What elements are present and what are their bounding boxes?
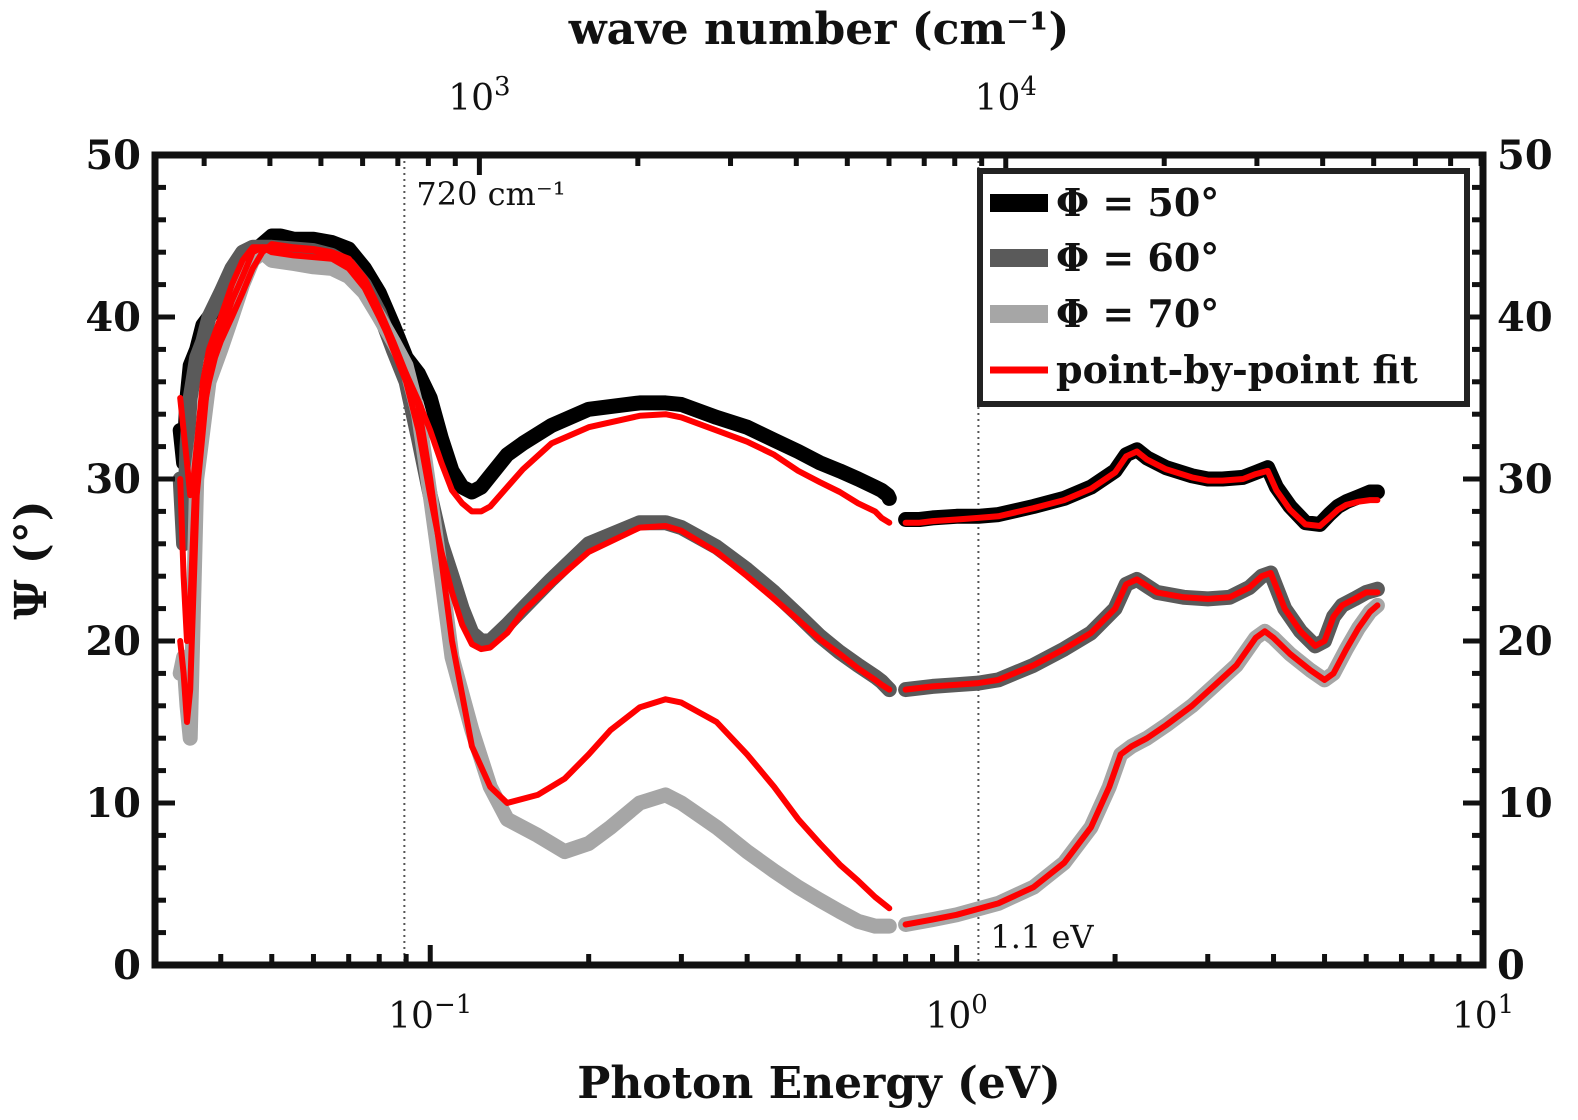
plot-frame xyxy=(151,151,1487,969)
y-tick-label-right: 20 xyxy=(1497,618,1553,665)
y-tick-label: 10 xyxy=(85,780,141,827)
series-line xyxy=(177,244,893,693)
series-line xyxy=(902,448,1381,529)
y-tick-label-right: 30 xyxy=(1497,456,1553,503)
y-tick-label-right: 40 xyxy=(1497,294,1553,341)
series-line xyxy=(902,602,1381,928)
y-axis-title: Ψ (°) xyxy=(6,500,57,619)
y-tick-label: 0 xyxy=(113,942,141,989)
y-tick-label-right: 0 xyxy=(1497,942,1525,989)
series-line xyxy=(898,597,1385,932)
ticks-layer xyxy=(152,152,1486,968)
series-line xyxy=(902,570,1381,693)
y-tick-label: 20 xyxy=(85,618,141,665)
y-tick-label: 40 xyxy=(85,294,141,341)
x-tick-label: 101 xyxy=(1452,990,1514,1037)
annotation-label: 720 cm⁻¹ xyxy=(416,175,565,213)
legend-entry: point-by-point fit xyxy=(1056,347,1418,392)
series-layer xyxy=(172,228,1385,934)
series-line xyxy=(177,244,893,912)
legend: Φ = 50° Φ = 60° Φ = 70° point-by-point fit xyxy=(977,168,1470,407)
legend-box xyxy=(977,168,1470,407)
top-axis-title: wave number (cm⁻¹) xyxy=(568,4,1070,55)
series-line xyxy=(898,442,1385,532)
axes-layer xyxy=(151,151,1487,969)
legend-entry: Φ = 60° xyxy=(1056,235,1219,280)
annotation-label: 1.1 eV xyxy=(990,918,1094,956)
series-line xyxy=(177,241,893,526)
y-tick-label-right: 50 xyxy=(1497,132,1553,179)
y-tick-label: 50 xyxy=(85,132,141,179)
x-tick-label: 100 xyxy=(925,990,987,1037)
top-x-tick-label: 104 xyxy=(975,72,1037,119)
top-x-tick-label: 103 xyxy=(448,72,510,119)
x-tick-label: 10−1 xyxy=(388,990,472,1037)
reference-lines: 720 cm⁻¹ 1.1 eV xyxy=(403,155,1094,965)
series-line xyxy=(172,239,897,698)
labels-layer: 0 0 10 10 20 20 30 30 40 40 50 50 10−1 100 101 103 104 Ph… xyxy=(6,4,1553,1109)
y-tick-label: 30 xyxy=(85,456,141,503)
y-tick-label-right: 10 xyxy=(1497,780,1553,827)
x-axis-title: Photon Energy (eV) xyxy=(577,1058,1061,1109)
series-fit xyxy=(177,241,1381,928)
legend-entry: Φ = 50° xyxy=(1056,180,1219,225)
legend-entry: Φ = 70° xyxy=(1056,291,1219,336)
